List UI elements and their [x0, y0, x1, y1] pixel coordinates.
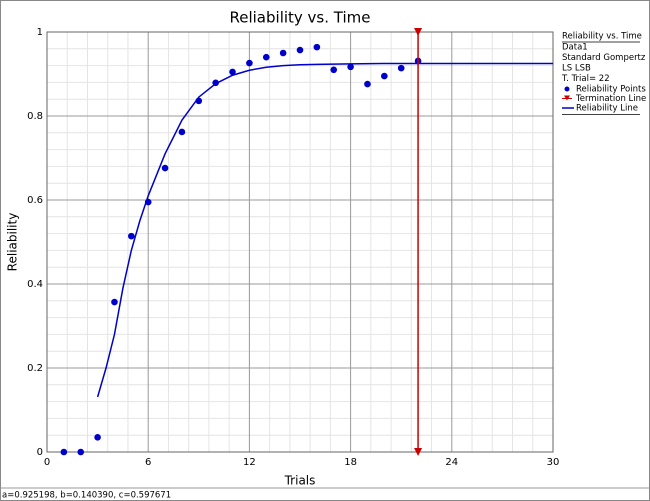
legend-label: Reliability Line — [576, 104, 638, 114]
legend-label: Reliability Points — [576, 85, 646, 95]
data-point — [195, 97, 203, 105]
data-point — [397, 64, 405, 72]
legend-swatch — [564, 95, 570, 101]
data-point — [246, 59, 253, 67]
legend-info: Data1 — [562, 43, 588, 53]
legend-info: Standard Gompertz — [562, 53, 646, 63]
data-point — [313, 43, 321, 51]
y-tick-label: 0.4 — [27, 279, 43, 290]
data-point — [229, 68, 236, 76]
termination-part — [414, 448, 423, 456]
status-text: a=0.925198, b=0.140390, c=0.597671 — [2, 491, 171, 501]
data-point — [279, 49, 287, 57]
data-point — [296, 46, 304, 54]
termination-line — [414, 28, 423, 456]
data-point — [128, 232, 135, 240]
data-point — [178, 128, 186, 136]
legend-label: Termination Line — [575, 94, 646, 104]
data-point — [111, 298, 118, 306]
legend-title: Reliability vs. Time — [562, 32, 642, 42]
y-tick-label: 0.8 — [27, 111, 43, 122]
x-tick-label: 18 — [344, 457, 357, 468]
legend-info: T. Trial= 22 — [561, 74, 610, 84]
x-tick-label: 24 — [445, 457, 458, 468]
y-axis-label: Reliability — [6, 213, 20, 272]
legend-info: LS LSB — [562, 64, 591, 74]
data-point — [161, 164, 169, 172]
x-tick-label: 12 — [243, 457, 256, 468]
data-point — [94, 434, 101, 441]
y-tick-label: 1 — [37, 27, 43, 38]
chart-title: Reliability vs. Time — [230, 9, 371, 27]
x-axis-label: Trials — [284, 474, 316, 488]
data-point — [77, 448, 85, 456]
data-point — [144, 198, 152, 206]
reliability-line — [96, 62, 553, 398]
y-tick-label: 0.6 — [27, 195, 43, 206]
termination-part — [414, 28, 423, 36]
y-tick-label: 0.2 — [27, 363, 43, 374]
plot-border — [46, 31, 554, 453]
y-tick-label: 0 — [37, 447, 43, 458]
data-point — [212, 79, 219, 87]
data-point — [381, 72, 388, 80]
data-point — [330, 66, 338, 74]
data-point — [60, 448, 68, 456]
x-tick-label: 6 — [145, 457, 151, 468]
data-point — [347, 63, 354, 71]
x-tick-label: 30 — [547, 457, 560, 468]
legend-swatch — [564, 86, 570, 92]
data-point — [262, 53, 270, 61]
x-tick-label: 0 — [44, 457, 50, 468]
plot-area — [47, 32, 553, 452]
data-point — [364, 80, 371, 88]
